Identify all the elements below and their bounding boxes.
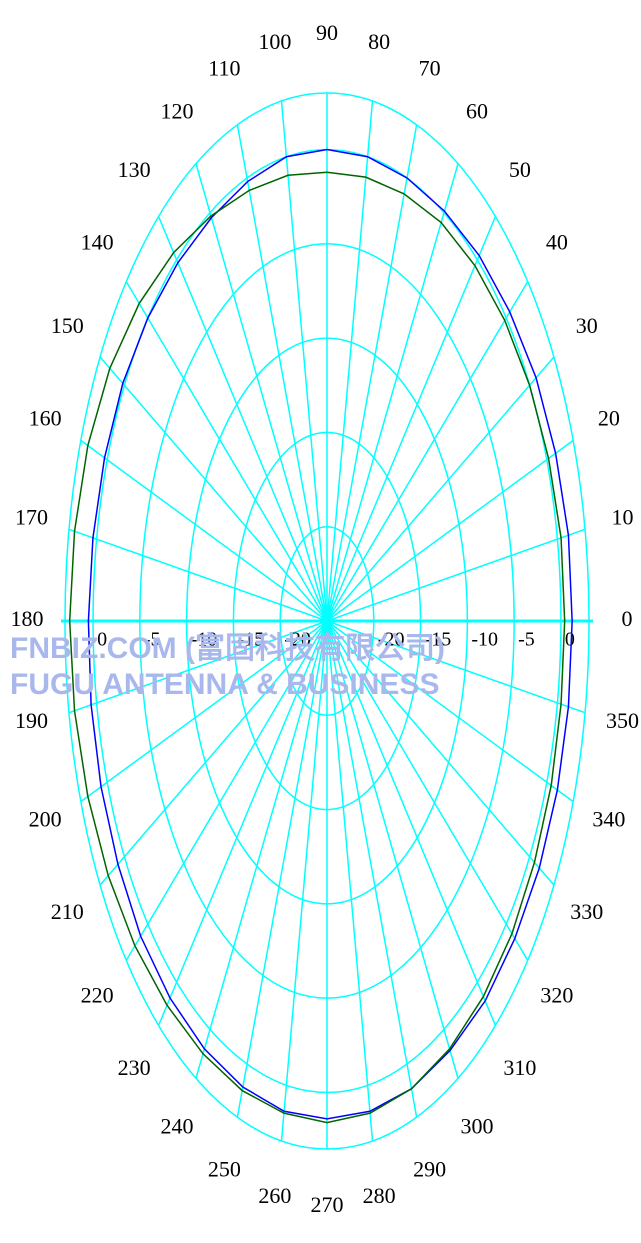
grid-spoke — [326, 281, 529, 622]
r-tick-label: -10 — [471, 629, 498, 651]
grid-spoke — [80, 439, 328, 622]
grid-spoke — [280, 620, 328, 1142]
r-tick-label: 0 — [97, 629, 107, 651]
grid-spoke — [195, 163, 328, 622]
theta-tick-label: 50 — [509, 157, 531, 182]
grid-spoke — [326, 620, 418, 1118]
r-tick-label: -20 — [378, 629, 405, 651]
theta-tick-label: 120 — [161, 99, 194, 124]
grid-spoke — [125, 281, 328, 622]
theta-tick-label: 30 — [576, 313, 598, 338]
grid-spoke — [326, 620, 555, 886]
theta-tick-label: 160 — [29, 406, 62, 431]
grid-spoke — [326, 620, 374, 1142]
grid-spoke — [326, 620, 574, 803]
r-tick-label: 0 — [565, 629, 575, 651]
grid-spoke — [326, 356, 555, 622]
theta-tick-label: 0 — [622, 606, 633, 631]
watermark: FNBIZ.COM (富固科技有限公司) — [10, 631, 445, 665]
watermark: FUGU ANTENNA & BUSINESS — [10, 668, 439, 701]
r-tick-label: -10 — [191, 629, 218, 651]
labels: 0 0 -5 -5 -10 -10 -15 -15 -20 -20 0 10 20 30 40 50 60 70 8… — [11, 20, 639, 1217]
grid-spoke — [326, 100, 374, 622]
grid-spoke — [326, 439, 574, 622]
grid — [61, 92, 593, 1150]
theta-tick-label: 330 — [570, 899, 603, 924]
r-tick-label: -5 — [518, 629, 535, 651]
grid-spoke — [326, 124, 418, 622]
grid-spoke — [326, 528, 586, 622]
theta-tick-label: 190 — [15, 708, 48, 733]
theta-tick-label: 180 — [11, 606, 44, 631]
theta-tick-label: 280 — [363, 1183, 396, 1208]
grid-spoke — [326, 163, 459, 622]
grid-spoke — [326, 620, 529, 961]
theta-tick-label: 340 — [592, 806, 625, 831]
pattern-curve — [68, 171, 566, 1124]
theta-tick-label: 220 — [81, 983, 114, 1008]
r-tick-label: -15 — [237, 629, 264, 651]
grid-spoke — [68, 620, 328, 714]
grid-spoke — [326, 620, 459, 1079]
grid-spoke — [125, 620, 328, 961]
theta-tick-label: 70 — [419, 55, 441, 80]
theta-tick-label: 270 — [311, 1192, 344, 1217]
pattern-curve — [87, 148, 573, 1120]
grid-spoke — [99, 356, 328, 622]
theta-tick-label: 130 — [118, 157, 151, 182]
curves — [68, 148, 573, 1124]
theta-tick-label: 290 — [413, 1157, 446, 1182]
grid-spoke — [236, 620, 328, 1118]
theta-tick-label: 10 — [611, 504, 633, 529]
grid-spoke — [80, 620, 328, 803]
r-tick-label: -15 — [425, 629, 452, 651]
grid-spoke — [68, 528, 328, 622]
grid-spoke — [99, 620, 328, 886]
r-tick-label: -5 — [144, 629, 161, 651]
grid-spoke — [157, 620, 328, 1026]
grid-spoke — [326, 216, 497, 622]
theta-tick-label: 300 — [461, 1114, 494, 1139]
theta-tick-label: 90 — [316, 20, 338, 45]
theta-tick-label: 60 — [466, 99, 488, 124]
grid-spoke — [326, 620, 497, 1026]
theta-tick-label: 20 — [598, 406, 620, 431]
theta-tick-label: 170 — [15, 504, 48, 529]
theta-tick-label: 260 — [258, 1183, 291, 1208]
theta-tick-label: 230 — [118, 1055, 151, 1080]
theta-tick-label: 100 — [258, 29, 291, 54]
theta-tick-label: 140 — [81, 229, 114, 254]
theta-tick-label: 250 — [208, 1157, 241, 1182]
r-tick-label: -20 — [284, 629, 311, 651]
grid-spoke — [280, 100, 328, 622]
theta-tick-label: 320 — [540, 983, 573, 1008]
grid-spoke — [236, 124, 328, 622]
theta-tick-label: 80 — [368, 29, 390, 54]
theta-tick-label: 350 — [606, 708, 639, 733]
theta-tick-label: 210 — [51, 899, 84, 924]
theta-tick-label: 150 — [51, 313, 84, 338]
theta-tick-label: 310 — [503, 1055, 536, 1080]
grid-spoke — [195, 620, 328, 1079]
theta-tick-label: 110 — [208, 55, 240, 80]
theta-tick-label: 240 — [161, 1114, 194, 1139]
theta-tick-label: 200 — [29, 806, 62, 831]
grid-spoke — [157, 216, 328, 622]
theta-tick-label: 40 — [546, 229, 568, 254]
grid-spoke — [326, 620, 586, 714]
